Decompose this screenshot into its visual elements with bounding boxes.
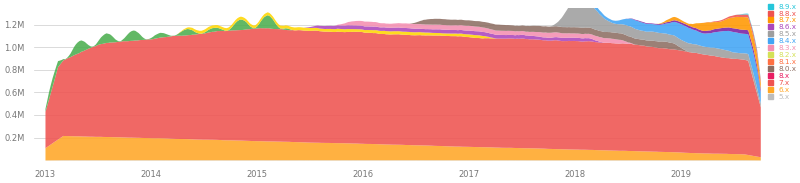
Legend: 8.9.x, 8.8.x, 8.7.x, 8.6.x, 8.5.x, 8.4.x, 8.3.x, 8.2.x, 8.1.x, 8.0.x, 8.x, 7.x, : 8.9.x, 8.8.x, 8.7.x, 8.6.x, 8.5.x, 8.4.x… [767, 4, 796, 100]
